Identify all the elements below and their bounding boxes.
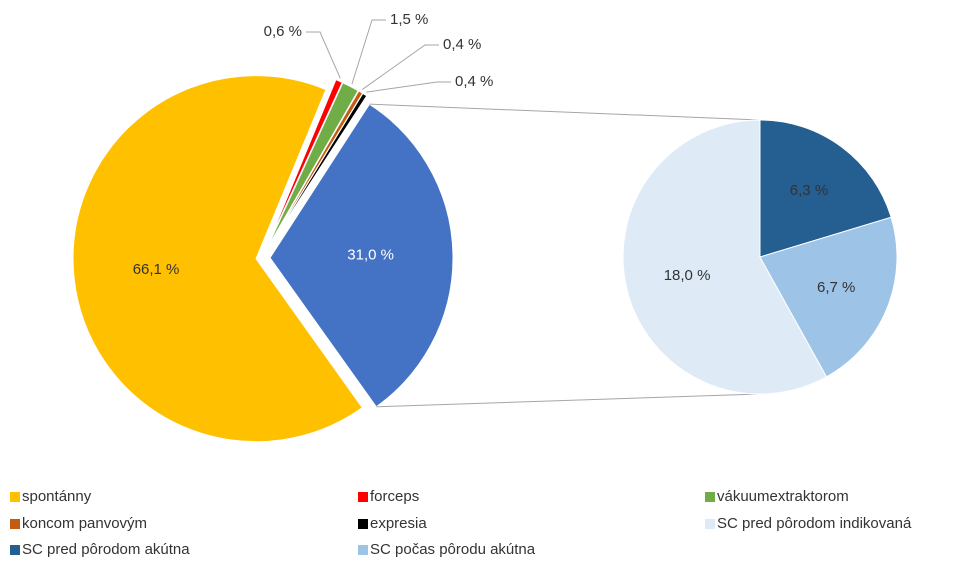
pie-slice <box>265 79 343 250</box>
legend-label: SC pred pôrodom indikovaná <box>717 515 912 532</box>
legend-label: spontánny <box>22 488 92 505</box>
legend-swatch <box>10 492 20 502</box>
leader-line <box>351 19 386 85</box>
data-label: 1,5 % <box>390 11 428 28</box>
connector-line <box>369 103 761 121</box>
data-label: 0,4 % <box>443 36 481 53</box>
legend-swatch <box>10 545 20 555</box>
data-label: 0,4 % <box>455 73 493 90</box>
legend-label: forceps <box>370 488 419 505</box>
legend-swatch <box>358 492 368 502</box>
legend-label: vákuumextraktorom <box>717 488 849 505</box>
legend-swatch <box>705 492 715 502</box>
pie-slice <box>759 119 892 258</box>
data-label: 18,0 % <box>664 267 711 284</box>
leader-line <box>366 81 451 93</box>
pie-slice <box>269 103 454 408</box>
legend-label: expresia <box>370 515 427 532</box>
legend-swatch <box>10 519 20 529</box>
legend-label: SC pred pôrodom akútna <box>22 541 190 558</box>
data-label: 0,6 % <box>264 23 302 40</box>
connector-line <box>376 393 770 408</box>
pie-slice <box>266 92 368 250</box>
legend-label: koncom panvovým <box>22 515 147 532</box>
pie-slice <box>72 75 364 443</box>
pie-slice <box>622 119 828 395</box>
legend-label: SC počas pôrodu akútna <box>370 541 536 558</box>
legend-swatch <box>358 545 368 555</box>
pie-slice <box>266 82 359 250</box>
data-label: 6,7 % <box>817 279 855 296</box>
pie-slice <box>759 216 898 378</box>
data-label: 66,1 % <box>133 261 180 278</box>
data-label: 31,0 % <box>347 247 394 264</box>
data-label: 6,3 % <box>790 182 828 199</box>
legend-swatch <box>358 519 368 529</box>
leader-line <box>306 31 341 79</box>
leader-line <box>361 44 439 90</box>
legend-swatch <box>705 519 715 529</box>
